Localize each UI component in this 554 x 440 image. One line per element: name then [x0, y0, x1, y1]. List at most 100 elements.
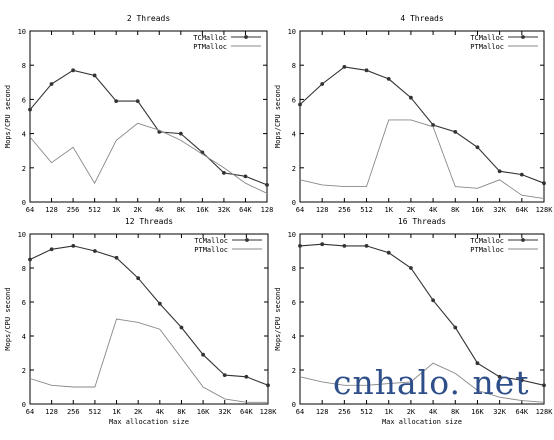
chart-4: 16 Threads 0 2 4 6 8 10 64 128 256 512 1K 2K 4K 8K 16K 3…: [274, 217, 553, 426]
chart-1-ytick-label: 0: [22, 199, 26, 207]
chart-1-series-tcmalloc-point: [92, 73, 97, 78]
chart-1-ytick-label: 8: [22, 62, 26, 70]
chart-4-series-tcmalloc-point: [497, 374, 502, 379]
chart-1-ytick-label: 2: [22, 165, 26, 173]
chart-2-series-tcmalloc-point: [298, 102, 302, 107]
chart-4-series-tcmalloc-point: [298, 244, 302, 248]
chart-2-xtick-label: 16K: [471, 206, 484, 214]
chart-3-xtick-label: 2K: [134, 408, 143, 416]
chart-2-xtick-label: 512: [360, 206, 373, 214]
chart-3-series-tcmalloc-point: [201, 352, 205, 357]
chart-1-series-tcmalloc-point: [222, 171, 226, 175]
chart-2-xtick-label: 128K: [536, 206, 554, 214]
chart-4-xtick-label: 512: [360, 408, 373, 416]
chart-1-legend-tcmalloc-label: TCMalloc: [193, 34, 227, 42]
chart-3-xtick-label: 4K: [156, 408, 165, 416]
chart-2-series-tcmalloc-point: [364, 68, 369, 73]
chart-2-legend-tcmalloc-label: TCMalloc: [470, 34, 504, 42]
chart-4-series-ptmalloc-line: [299, 362, 545, 403]
chart-3-legend-tcmalloc-label: TCMalloc: [194, 237, 228, 245]
chart-3-ytick-label: 4: [22, 333, 26, 341]
chart-3-xtick-label: 64: [26, 408, 34, 416]
chart-4-ytick-label: 6: [292, 299, 296, 307]
chart-4-xtick-label: 4K: [429, 408, 438, 416]
chart-4-ytick-label: 2: [292, 367, 296, 375]
chart-4-series-tcmalloc-point: [364, 244, 369, 248]
chart-3-xtick-label: 64K: [240, 408, 253, 416]
chart-4-series-tcmalloc-point: [431, 298, 435, 303]
chart-4-xlabel: Max allocation size: [382, 418, 462, 426]
chart-4-ylabel: Mops/CPU second: [274, 287, 282, 350]
chart-4-series-tcmalloc-point: [453, 325, 458, 330]
chart-3-series-tcmalloc-point: [93, 249, 97, 253]
chart-2-xtick-label: 256: [338, 206, 351, 214]
chart-4-plot-frame: [299, 233, 545, 405]
chart-3-series-tcmalloc-point: [222, 373, 227, 377]
chart-4-ytick-label: 10: [288, 231, 296, 239]
chart-3-series-tcmalloc-point: [157, 301, 162, 306]
chart-1-xtick-label: 256: [67, 206, 80, 214]
chart-2-series-tcmalloc-point: [409, 95, 413, 100]
chart-2-series-tcmalloc-point: [431, 123, 435, 127]
chart-4-series-tcmalloc-point: [342, 244, 347, 248]
chart-2-ytick-label: 8: [292, 62, 296, 70]
chart-2-ylabel: Mops/CPU second: [274, 85, 282, 148]
chart-3-ytick-label: 10: [18, 231, 26, 239]
chart-1-legend-ptmalloc-label: PTMalloc: [193, 43, 227, 51]
chart-1-series-tcmalloc-point: [243, 174, 248, 179]
chart-4-xtick-label: 32K: [493, 408, 506, 416]
chart-2-ytick-label: 10: [288, 28, 296, 36]
chart-3-ytick-label: 8: [22, 265, 26, 273]
chart-2-series-tcmalloc-point: [497, 169, 502, 174]
chart-2-xtick-label: 1K: [385, 206, 394, 214]
chart-3-series-tcmalloc-point: [71, 244, 76, 248]
chart-3-series-tcmalloc-point: [179, 325, 184, 330]
chart-1-xtick-label: 4K: [155, 206, 164, 214]
chart-1-ytick-label: 4: [22, 131, 26, 139]
chart-1-series-tcmalloc-point: [265, 183, 269, 187]
chart-2-xtick-label: 4K: [429, 206, 438, 214]
chart-3-title: 12 Threads: [125, 217, 173, 226]
chart-4-series-tcmalloc-point: [542, 383, 546, 388]
chart-2-xtick-label: 64K: [515, 206, 528, 214]
chart-3-series-tcmalloc-point: [266, 383, 270, 388]
chart-3-series-tcmalloc-point: [49, 247, 54, 252]
chart-4-series-tcmalloc-point: [320, 242, 325, 247]
chart-2-ytick-label: 6: [292, 96, 296, 104]
chart-3-series-tcmalloc-point: [114, 255, 119, 260]
chart-4-xtick-label: 8K: [451, 408, 460, 416]
chart-3-xtick-label: 128: [45, 408, 58, 416]
chart-1-legend-tcmalloc-marker: [244, 35, 248, 39]
chart-3-legend-tcmalloc-marker: [245, 238, 249, 242]
chart-2-ytick-label: 0: [292, 199, 296, 207]
chart-2-series-tcmalloc-point: [519, 172, 524, 177]
chart-4-legend-ptmalloc-label: PTMalloc: [470, 246, 504, 254]
chart-4-series-tcmalloc-line: [299, 243, 545, 386]
chart-1-series-tcmalloc-line: [29, 69, 268, 186]
chart-4-xtick-label: 16K: [471, 408, 484, 416]
chart-3-xtick-label: 512: [89, 408, 102, 416]
chart-2-series-tcmalloc-point: [453, 129, 458, 134]
chart-2-ytick-label: 4: [292, 131, 296, 139]
chart-2-series-tcmalloc-line: [299, 66, 545, 184]
chart-1-ylabel: Mops/CPU second: [4, 85, 12, 148]
chart-1-xtick-label: 2K: [134, 206, 143, 214]
chart-2-xtick-label: 128: [316, 206, 329, 214]
chart-1-ytick-label: 6: [22, 96, 26, 104]
chart-4-xtick-label: 64K: [515, 408, 528, 416]
chart-1-ytick-label: 10: [18, 28, 26, 36]
chart-4-xtick-label: 128K: [536, 408, 554, 416]
chart-2-xtick-label: 32K: [493, 206, 506, 214]
chart-2-legend-tcmalloc-marker: [521, 35, 525, 39]
chart-1-xtick-label: 512: [88, 206, 101, 214]
chart-3-xlabel: Max allocation size: [109, 418, 189, 426]
chart-3-xtick-label: 32K: [218, 408, 231, 416]
chart-1-series-tcmalloc-point: [135, 99, 140, 104]
chart-3-xtick-label: 1K: [112, 408, 121, 416]
chart-1-series-tcmalloc-point: [49, 82, 54, 86]
chart-1-xtick-label: 128: [45, 206, 58, 214]
chart-2: 4 Threads 0 2 4 6 8 10 64 128 256 512 1K 2K 4K 8K 16K 32…: [274, 14, 553, 214]
chart-4-series-tcmalloc-point: [519, 378, 524, 383]
